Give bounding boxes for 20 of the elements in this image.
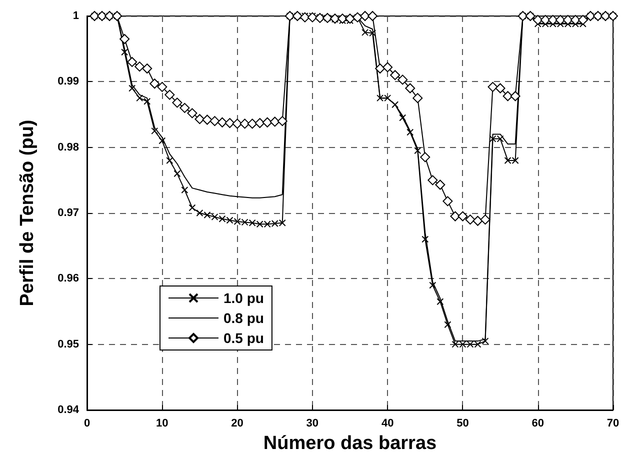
legend-label: 1.0 pu bbox=[224, 290, 264, 306]
x-tick-label: 10 bbox=[156, 418, 168, 430]
y-axis-title: Perfil de Tensão (pu) bbox=[17, 120, 38, 306]
y-tick-label: 0.98 bbox=[58, 141, 79, 154]
x-tick-label: 40 bbox=[381, 418, 394, 430]
x-tick-label: 20 bbox=[231, 418, 244, 430]
x-tick-label: 50 bbox=[456, 418, 469, 430]
y-tick-label: 0.94 bbox=[58, 404, 80, 416]
x-axis-title: Número das barras bbox=[263, 433, 437, 454]
y-tick-label: 0.99 bbox=[58, 76, 79, 88]
y-tick-label: 0.97 bbox=[58, 207, 79, 219]
y-tick-label: 0.96 bbox=[58, 272, 79, 285]
x-tick-label: 0 bbox=[84, 418, 90, 430]
y-tick-label: 0.95 bbox=[58, 338, 79, 350]
legend-label: 0.8 pu bbox=[224, 310, 264, 326]
x-tick-label: 60 bbox=[532, 418, 544, 430]
x-tick-label: 70 bbox=[606, 418, 620, 430]
x-tick-label: 30 bbox=[306, 418, 319, 430]
y-tick-label: 1 bbox=[72, 10, 79, 22]
legend-label: 0.5 pu bbox=[224, 330, 264, 346]
